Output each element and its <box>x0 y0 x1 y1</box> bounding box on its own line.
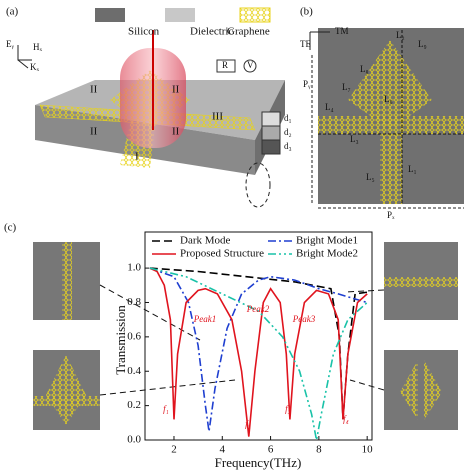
annotation: Peak2 <box>246 304 270 314</box>
legend-label: Dielectric <box>190 26 233 38</box>
annotation: f₂ <box>245 419 251 429</box>
layer-label: d₃ <box>284 141 292 151</box>
y-tick-label: 0.8 <box>127 296 141 308</box>
x-tick-label: 10 <box>362 444 374 456</box>
annotation: f₃ <box>285 404 291 414</box>
region-label: I <box>135 151 139 163</box>
dimension-label: L₃ <box>350 134 359 144</box>
dimension-label: Pᵧ <box>303 79 311 90</box>
legend-label: Graphene <box>227 26 270 38</box>
layer-label: d₁ <box>284 113 292 123</box>
dimension-label: L₈ <box>360 64 369 74</box>
dimension-label: Pₓ <box>387 210 395 220</box>
annotation: f₁ <box>163 404 169 414</box>
x-tick-label: 6 <box>268 444 274 456</box>
panel-label: (b) <box>300 6 313 18</box>
region-label: II <box>172 126 180 138</box>
circuit-label: R <box>222 60 228 70</box>
panel-label: (a) <box>6 6 19 18</box>
circuit-label: V <box>247 60 254 70</box>
line-series <box>149 267 368 437</box>
y-tick-label: 0.6 <box>127 330 141 342</box>
y-tick-label: 0.2 <box>127 399 141 411</box>
dimension-label: L₇ <box>342 82 351 92</box>
legend-label: Bright Mode1 <box>296 235 358 247</box>
plot-frame <box>144 231 373 441</box>
layer-label: d₂ <box>284 127 292 137</box>
annotation: f₄ <box>343 414 349 424</box>
legend-label: Proposed Structure <box>180 248 264 260</box>
y-tick-label: 1.0 <box>127 262 141 274</box>
legend-label: Bright Mode2 <box>296 248 358 260</box>
region-label: II <box>172 84 180 96</box>
line-series <box>149 267 368 432</box>
annotation: Peak3 <box>292 314 316 324</box>
polarization-label: TM <box>335 26 349 36</box>
region-label: III <box>212 111 223 123</box>
x-axis-title: Frequency(THz) <box>215 455 302 470</box>
dimension-label: L₉ <box>418 39 427 49</box>
x-tick-label: 2 <box>171 444 177 456</box>
x-tick-label: 4 <box>220 444 226 456</box>
y-tick-label: 0.0 <box>127 434 141 446</box>
dimension-label: L₄ <box>325 102 334 112</box>
panel-b: (b) TM TE L₂ L₉ L₈ L₇ L₆ L₄ L₃ L₅ L₁ Pᵧ … <box>300 6 464 220</box>
dimension-label: L₂ <box>396 30 405 40</box>
region-label: II <box>90 84 98 96</box>
panel-c: (c) <box>4 222 458 430</box>
annotation: Peak1 <box>193 314 217 324</box>
line-series <box>149 267 368 441</box>
axis-label: Hₓ <box>33 42 42 52</box>
legend-label: Dark Mode <box>180 235 231 247</box>
dimension-label: L₁ <box>408 164 417 174</box>
legend-label: Silicon <box>128 26 160 38</box>
region-label: II <box>90 126 98 138</box>
axis-label: Kₓ <box>30 62 39 72</box>
y-tick-label: 0.4 <box>127 365 141 377</box>
dimension-label: L₅ <box>366 172 375 182</box>
panel-label: (c) <box>4 222 17 234</box>
dimension-label: L₆ <box>384 94 393 104</box>
y-axis-title: Transmission <box>113 305 128 375</box>
axis-label: Eᵧ <box>6 39 14 50</box>
panel-a: (a) Silicon Dielectric Graphene Eᵧ Hₓ Kₓ… <box>6 6 292 208</box>
polarization-label: TE <box>300 39 311 49</box>
x-tick-label: 8 <box>316 444 322 456</box>
